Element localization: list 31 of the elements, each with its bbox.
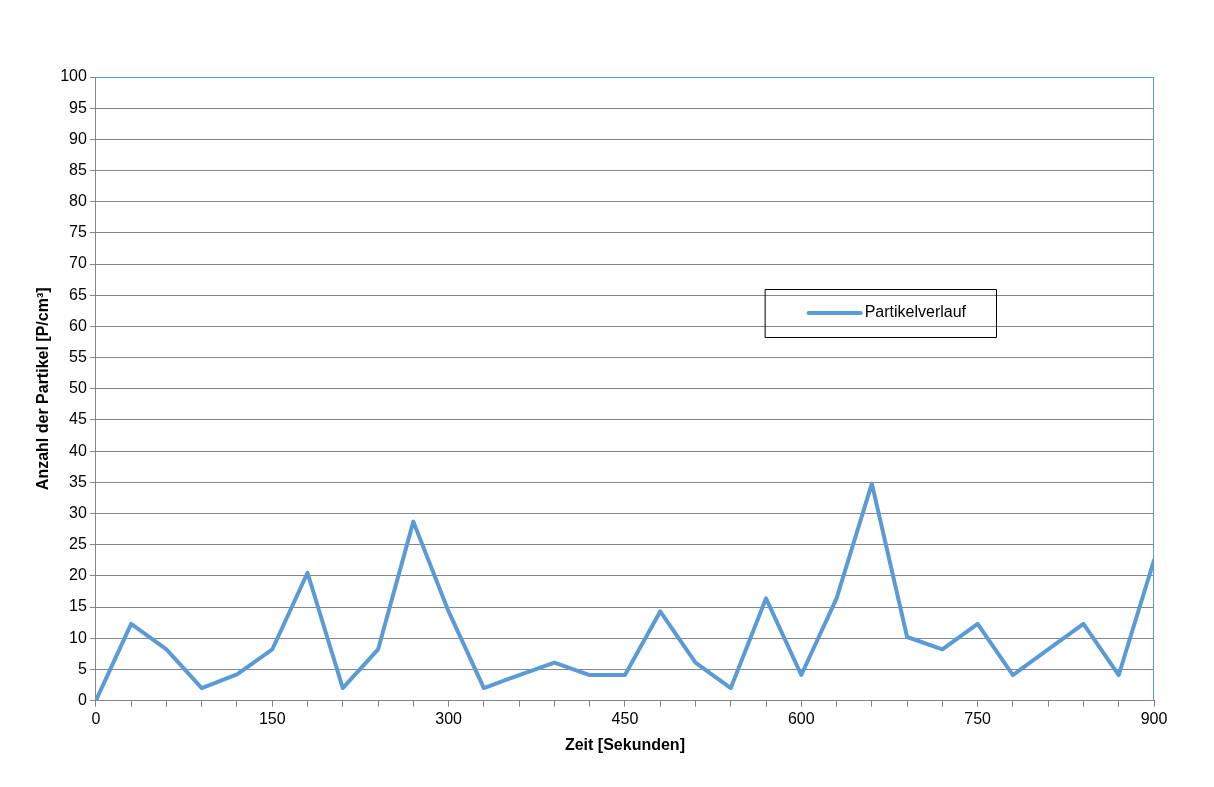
y-tick-label: 10 [69, 628, 87, 646]
x-tick-label: 750 [964, 709, 992, 727]
y-tick-label: 15 [69, 597, 87, 615]
x-tick-label: 450 [611, 709, 639, 727]
y-tick-label: 80 [69, 192, 87, 210]
y-tick-label: 45 [69, 410, 87, 428]
x-tick-label: 150 [258, 709, 286, 727]
y-tick-label: 95 [69, 98, 87, 116]
y-tick-label: 35 [69, 472, 87, 490]
y-tick-label: 85 [69, 160, 87, 178]
y-tick-label: 20 [69, 566, 87, 584]
x-tick-label: 600 [787, 709, 815, 727]
y-tick-label: 0 [77, 691, 87, 709]
y-axis-title: Anzahl der Partikel [P/cm³] [34, 287, 52, 491]
y-tick-label: 75 [69, 223, 87, 241]
y-tick-label: 40 [69, 441, 87, 459]
y-tick-label: 70 [69, 254, 87, 272]
y-tick-label: 25 [69, 535, 87, 553]
y-tick-label: 50 [69, 379, 87, 397]
y-tick-label: 90 [69, 129, 87, 147]
x-axis-title: Zeit [Sekunden] [564, 735, 685, 753]
y-tick-label: 5 [77, 659, 87, 677]
y-tick-label: 65 [69, 285, 87, 303]
y-tick-label: 30 [69, 503, 87, 521]
y-tick-label: 100 [60, 67, 87, 85]
x-tick-label: 300 [435, 709, 463, 727]
legend-label: Partikelverlauf [864, 303, 967, 321]
y-tick-label: 55 [69, 348, 87, 366]
y-tick-label: 60 [69, 316, 87, 334]
x-tick-label: 0 [91, 709, 101, 727]
x-tick-label: 900 [1140, 709, 1168, 727]
